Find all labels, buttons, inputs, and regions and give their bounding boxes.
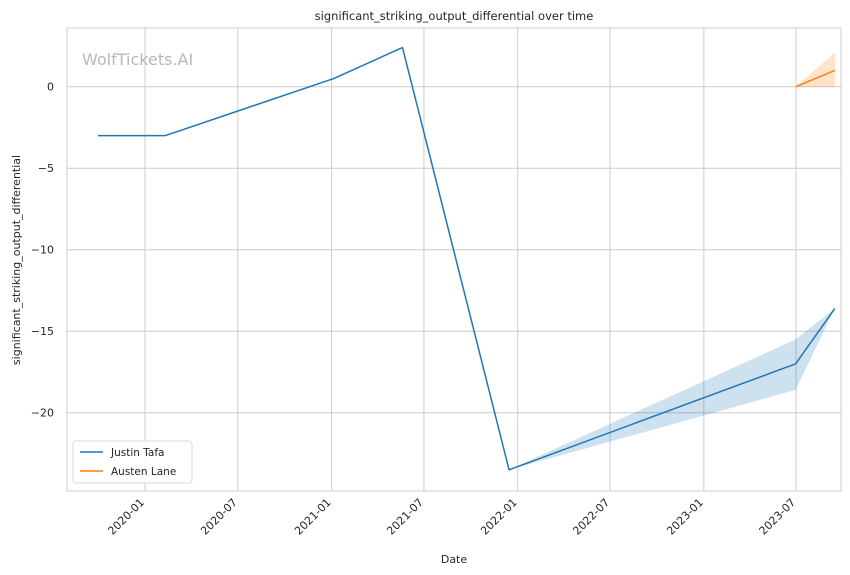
y-tick-label: −5 — [38, 162, 54, 175]
y-tick-label: −10 — [31, 244, 54, 257]
y-tick-label: −15 — [31, 325, 54, 338]
plot-frame — [66, 27, 842, 492]
x-tick-label: 2021-01 — [292, 496, 334, 538]
x-axis-title: Date — [441, 553, 468, 566]
confidence-bands — [98, 47, 835, 470]
chart-title: significant_striking_output_differential… — [315, 9, 594, 23]
plot-area — [67, 28, 841, 491]
legend-label-justin-tafa: Justin Tafa — [110, 447, 165, 459]
y-tick-label: 0 — [47, 81, 54, 94]
x-tick-labels: 2020-01 2020-07 2021-01 2021-07 2022-01 2022-… — [105, 496, 798, 538]
legend: Justin Tafa Austen Lane — [72, 440, 193, 484]
y-tick-label: −20 — [31, 407, 54, 420]
grid — [67, 28, 841, 491]
series-line-justin-tafa — [98, 46, 836, 471]
x-tick-label: 2020-01 — [105, 496, 147, 538]
x-tick-label: 2023-01 — [664, 496, 706, 538]
series-line-austen-lane — [795, 69, 836, 88]
y-tick-labels: 0 −5 −10 −15 −20 — [31, 81, 54, 420]
x-tick-label: 2020-07 — [198, 496, 240, 538]
x-tick-label: 2023-07 — [757, 496, 799, 538]
x-tick-label: 2022-01 — [478, 496, 520, 538]
watermark-text: WolfTickets.AI — [82, 50, 193, 69]
series-lines — [98, 46, 836, 471]
x-tick-label: 2022-07 — [570, 496, 612, 538]
y-axis-title: significant_striking_output_differential — [10, 155, 23, 365]
confidence-band-austen-lane — [795, 52, 835, 87]
x-tick-label: 2021-07 — [384, 496, 426, 538]
legend-label-austen-lane: Austen Lane — [111, 466, 176, 478]
